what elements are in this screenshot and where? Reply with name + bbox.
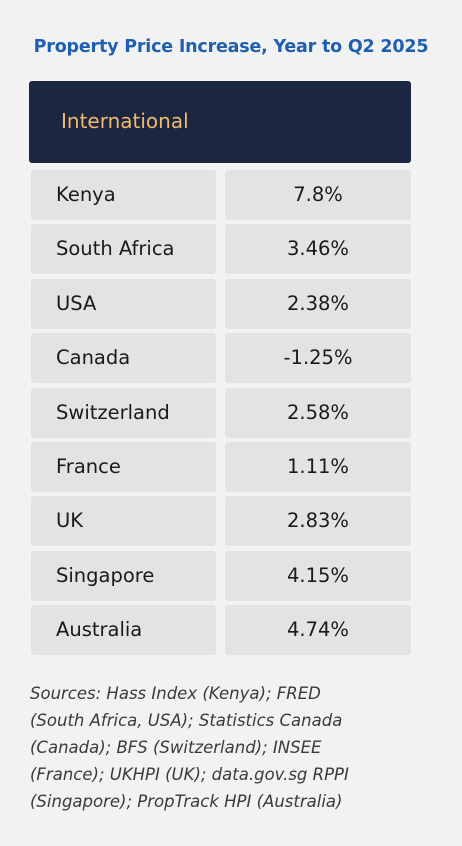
sources-line: (Singapore); PropTrack HPI (Australia) xyxy=(30,792,343,811)
value-cell: 4.15% xyxy=(225,550,411,601)
value-cell: 7.8% xyxy=(225,170,411,220)
table-row: Kenya 7.8% xyxy=(31,170,411,220)
country-cell: Australia xyxy=(31,605,216,656)
table-row: Canada -1.25% xyxy=(31,333,411,384)
chart-title: Property Price Increase, Year to Q2 2025 xyxy=(33,37,429,57)
value-cell: 4.74% xyxy=(225,605,411,656)
country-cell: Kenya xyxy=(31,170,216,220)
value-cell: -1.25% xyxy=(225,333,411,384)
table-row: Singapore 4.15% xyxy=(31,550,411,601)
country-cell: UK xyxy=(31,496,216,547)
table-row: France 1.11% xyxy=(31,441,411,492)
sources-line: (South Africa, USA); Statistics Canada xyxy=(30,711,343,730)
table-row: South Africa 3.46% xyxy=(31,224,411,275)
value-cell: 2.83% xyxy=(225,496,411,547)
table-header: International xyxy=(29,81,411,163)
sources-line: Sources: Hass Index (Kenya); FRED xyxy=(30,684,321,703)
country-cell: Switzerland xyxy=(31,387,216,438)
country-cell: France xyxy=(31,441,216,492)
data-table: Kenya 7.8% South Africa 3.46% USA 2.38% Canada… xyxy=(31,170,411,660)
table-row: USA 2.38% xyxy=(31,278,411,329)
sources-note: Sources: Hass Index (Kenya); FRED (South … xyxy=(30,680,440,815)
table-row: UK 2.83% xyxy=(31,496,411,547)
sources-line: (Canada); BFS (Switzerland); INSEE xyxy=(30,738,322,757)
table-row: Australia 4.74% xyxy=(31,605,411,656)
country-cell: USA xyxy=(31,278,216,329)
table-header-label: International xyxy=(61,109,189,133)
value-cell: 1.11% xyxy=(225,441,411,492)
country-cell: Canada xyxy=(31,333,216,384)
sources-line: (France); UKHPI (UK); data.gov.sg RPPI xyxy=(30,765,349,784)
value-cell: 2.38% xyxy=(225,278,411,329)
table-row: Switzerland 2.58% xyxy=(31,387,411,438)
value-cell: 2.58% xyxy=(225,387,411,438)
value-cell: 3.46% xyxy=(225,224,411,275)
country-cell: South Africa xyxy=(31,224,216,275)
country-cell: Singapore xyxy=(31,550,216,601)
